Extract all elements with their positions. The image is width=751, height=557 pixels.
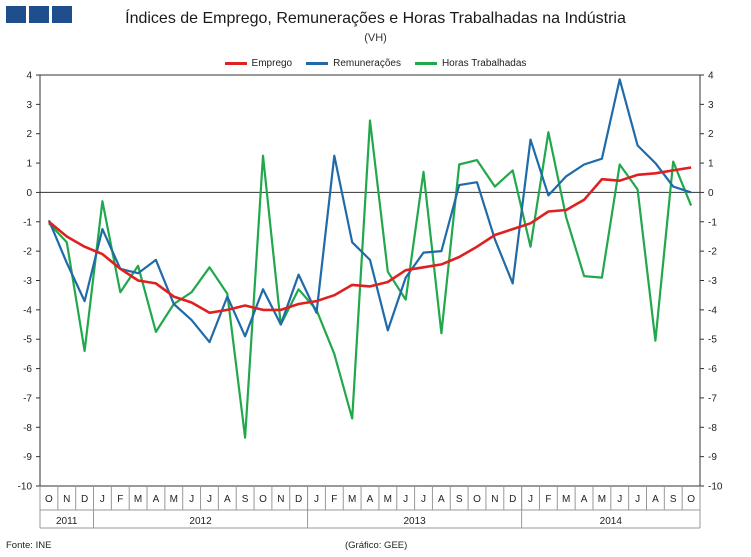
y-tick-label-left: -4 <box>23 305 32 316</box>
y-tick-label-left: -1 <box>23 217 32 228</box>
legend-swatch <box>306 62 329 65</box>
y-tick-label-left: 3 <box>26 100 32 111</box>
y-tick-label-left: 2 <box>26 129 32 140</box>
x-tick-label: O <box>259 494 267 505</box>
y-tick-label-left: -8 <box>23 423 32 434</box>
y-tick-label-right: 1 <box>708 159 714 170</box>
series-line-horas-trabalhadas <box>48 119 693 439</box>
x-tick-label: F <box>117 494 123 505</box>
y-tick-label-right: -6 <box>708 364 717 375</box>
chart-subtitle: (VH) <box>364 32 387 44</box>
x-tick-label: O <box>687 494 695 505</box>
y-tick-label-left: 4 <box>26 71 32 82</box>
y-tick-label-right: -3 <box>708 276 717 287</box>
y-tick-label-right: -9 <box>708 452 717 463</box>
y-tick-label-left: -9 <box>23 452 32 463</box>
y-tick-label-left: -3 <box>23 276 32 287</box>
legend-item-emprego: Emprego <box>224 58 293 69</box>
year-label: 2012 <box>189 516 212 527</box>
y-tick-label-right: 4 <box>708 71 714 82</box>
year-label: 2011 <box>56 516 78 527</box>
x-tick-label: F <box>331 494 337 505</box>
x-tick-label: M <box>598 494 606 505</box>
series-line-emprego <box>48 166 692 315</box>
y-tick-label-left: -10 <box>18 482 33 493</box>
x-tick-label: A <box>367 494 374 505</box>
series-line-remuneracoes <box>47 78 692 344</box>
x-tick-label: J <box>207 494 212 505</box>
x-tick-label: J <box>403 494 408 505</box>
x-tick-label: N <box>63 494 70 505</box>
x-tick-label: D <box>81 494 88 505</box>
x-tick-label: A <box>224 494 231 505</box>
x-tick-label: M <box>134 494 142 505</box>
x-tick-label: N <box>277 494 284 505</box>
y-tick-label-right: -7 <box>708 393 717 404</box>
y-tick-label-left: -6 <box>23 364 32 375</box>
y-tick-label-right: -1 <box>708 217 717 228</box>
x-tick-label: D <box>509 494 516 505</box>
x-tick-label: S <box>670 494 677 505</box>
x-tick-label: S <box>242 494 249 505</box>
x-tick-label: M <box>170 494 178 505</box>
y-tick-label-right: -2 <box>708 247 717 258</box>
legend-item-horas: Horas Trabalhadas <box>414 58 527 69</box>
x-tick-label: A <box>652 494 659 505</box>
x-tick-label: J <box>528 494 533 505</box>
y-tick-label-left: 1 <box>26 159 32 170</box>
x-tick-label: D <box>295 494 302 505</box>
x-tick-label: A <box>153 494 160 505</box>
y-tick-label-right: -10 <box>708 482 723 493</box>
x-tick-label: J <box>189 494 194 505</box>
x-tick-label: J <box>421 494 426 505</box>
credit-note: (Gráfico: GEE) <box>345 540 408 551</box>
x-tick-label: O <box>45 494 53 505</box>
y-tick-label-right: 3 <box>708 100 714 111</box>
y-tick-label-right: -4 <box>708 305 717 316</box>
x-tick-label: M <box>562 494 570 505</box>
legend-label: Horas Trabalhadas <box>441 58 527 69</box>
x-tick-label: O <box>473 494 481 505</box>
year-label: 2014 <box>600 516 623 527</box>
legend-label: Emprego <box>251 58 293 69</box>
y-tick-label-left: -7 <box>23 393 32 404</box>
legend-label: Remunerações <box>333 58 401 69</box>
y-tick-label-right: 0 <box>708 188 714 199</box>
y-tick-label-right: 2 <box>708 129 714 140</box>
x-tick-label: J <box>617 494 622 505</box>
logo <box>6 6 72 23</box>
chart-title: Índices de Emprego, Remunerações e Horas… <box>125 10 626 27</box>
y-tick-label-right: -5 <box>708 335 717 346</box>
x-tick-label: M <box>384 494 392 505</box>
y-tick-label-left: 0 <box>26 188 32 199</box>
legend-item-remuneracoes: Remunerações <box>306 58 401 69</box>
x-tick-label: A <box>581 494 588 505</box>
legend-swatch <box>224 62 247 65</box>
y-tick-label-left: -2 <box>23 247 32 258</box>
x-tick-label: N <box>491 494 498 505</box>
logo-square <box>29 6 49 23</box>
logo-square <box>6 6 26 23</box>
x-tick-label: F <box>545 494 551 505</box>
legend-swatch <box>414 62 437 65</box>
x-tick-label: J <box>100 494 105 505</box>
legend: Emprego Remunerações Horas Trabalhadas <box>0 58 751 69</box>
x-tick-label: A <box>438 494 445 505</box>
x-tick-label: J <box>635 494 640 505</box>
x-tick-label: J <box>314 494 319 505</box>
logo-square <box>52 6 72 23</box>
x-tick-label: M <box>348 494 356 505</box>
x-tick-label: S <box>456 494 463 505</box>
y-tick-label-left: -5 <box>23 335 32 346</box>
source-note: Fonte: INE <box>6 540 52 551</box>
year-label: 2013 <box>403 516 426 527</box>
y-tick-label-right: -8 <box>708 423 717 434</box>
